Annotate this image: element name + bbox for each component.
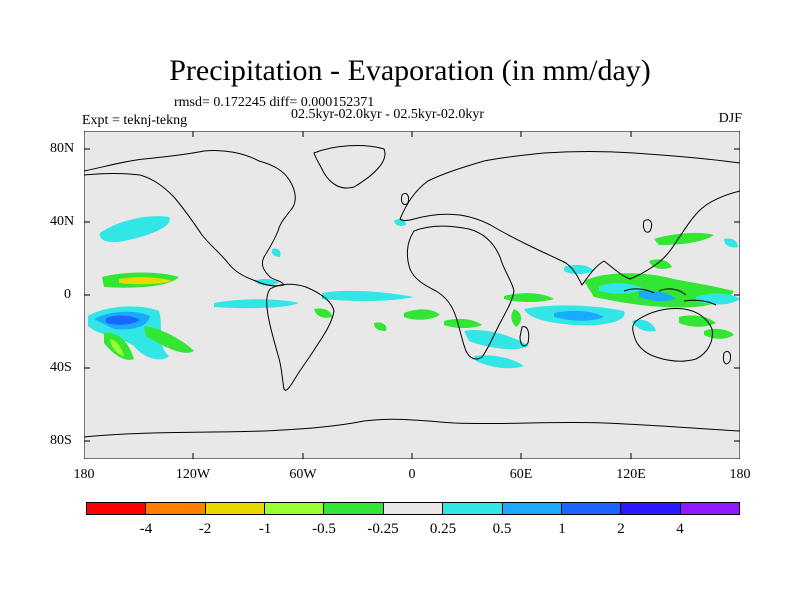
patch-atlantic-green — [404, 309, 440, 320]
coastlines — [84, 145, 740, 438]
lon-label-120e: 120E — [616, 467, 646, 482]
lon-label-180e: 180 — [729, 467, 751, 482]
stats-text: rmsd= 0.172245 diff= 0.000152371 — [174, 95, 375, 110]
colorbar-label: -2 — [198, 521, 212, 537]
coast-madagascar — [519, 326, 530, 347]
comparison-text: 02.5kyr-02.0kyr - 02.5kyr-02.0kyr — [291, 107, 485, 122]
coast-antarctica — [84, 418, 740, 438]
coast-uk — [401, 192, 409, 206]
patch-east-pacific-cyan — [214, 299, 299, 309]
patch-north-pacific — [99, 216, 170, 243]
colorbar-segment — [87, 503, 147, 514]
colorbar-segment — [502, 503, 562, 514]
lon-label-60w: 60W — [289, 467, 317, 482]
world-map — [84, 131, 740, 459]
map-title: Precipitation - Evaporation (in mm/day) — [169, 54, 651, 87]
colorbar-segment — [146, 503, 206, 514]
lon-label-60e: 60E — [509, 467, 533, 482]
season-label: DJF — [718, 111, 742, 126]
colorbar-segment — [383, 503, 444, 514]
lat-label-40n: 40N — [50, 214, 75, 229]
colorbar-label: -0.5 — [312, 521, 336, 537]
colorbar-label: -0.25 — [367, 521, 399, 537]
colorbar-segment — [621, 503, 681, 514]
colorbar-label: 4 — [676, 521, 684, 537]
colorbar-segment — [443, 503, 503, 514]
colorbar-segment — [680, 503, 739, 514]
coast-north-america — [84, 150, 296, 287]
colorbar — [86, 502, 740, 515]
coast-australia — [632, 308, 713, 362]
coast-africa — [406, 225, 515, 360]
coast-indonesia — [623, 288, 717, 306]
lat-label-0: 0 — [64, 287, 71, 302]
colorbar-segment — [561, 503, 622, 514]
colorbar-label: 0.5 — [492, 521, 512, 537]
lon-label-120w: 120W — [175, 467, 211, 482]
colorbar-label: -1 — [258, 521, 272, 537]
colorbar-label: 1 — [558, 521, 566, 537]
colorbar-label: -4 — [139, 521, 153, 537]
colorbar-segment — [205, 503, 266, 514]
coast-new-zealand — [723, 350, 731, 365]
coast-south-america — [266, 283, 335, 391]
lon-label-180w: 180 — [73, 467, 95, 482]
colorbar-segment — [265, 503, 325, 514]
lat-label-40s: 40S — [50, 360, 72, 375]
experiment-label: Expt = teknj-tekng — [82, 113, 188, 128]
colorbar-label: 2 — [617, 521, 625, 537]
coast-greenland — [313, 145, 386, 189]
data-patches — [88, 216, 740, 369]
colorbar-segment — [324, 503, 384, 514]
coast-japan — [643, 219, 653, 233]
coast-eurasia — [399, 151, 740, 286]
axis-ticks — [84, 131, 740, 459]
lat-label-80n: 80N — [50, 141, 75, 156]
lat-label-80s: 80S — [50, 433, 72, 448]
lon-label-0: 0 — [408, 467, 416, 482]
colorbar-label: 0.25 — [429, 521, 457, 537]
